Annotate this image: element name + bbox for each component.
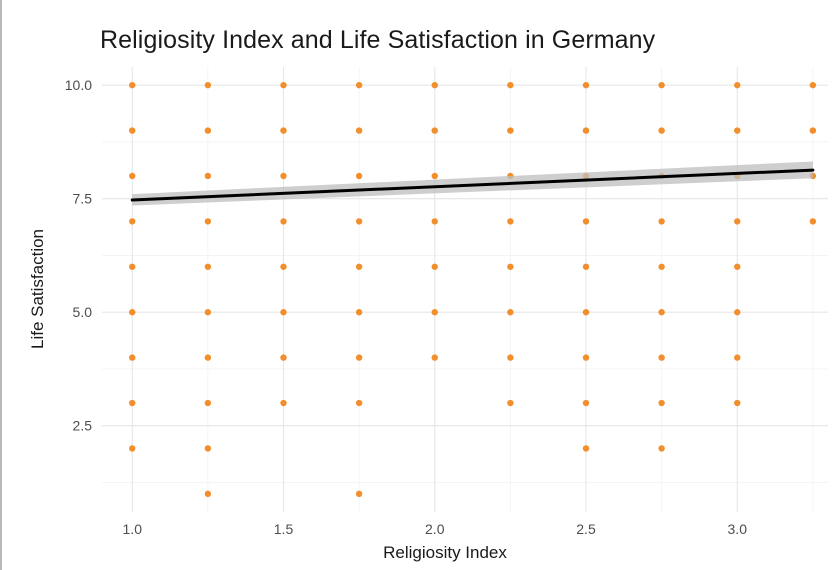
data-point [582,263,590,270]
data-point [809,127,817,134]
data-point [129,218,136,225]
data-point [204,309,212,316]
data-point [204,445,212,452]
data-point [355,354,363,361]
gridlines [102,67,828,512]
data-point [280,81,287,89]
data-point [204,263,212,270]
x-tick-label: 2.0 [425,521,445,537]
data-point [355,490,363,498]
data-point [507,309,514,316]
data-point [431,354,438,361]
data-point [734,263,741,270]
data-point [129,445,136,452]
data-point [658,81,665,89]
data-point [734,127,741,134]
data-point [204,218,212,225]
chart-title: Religiosity Index and Life Satisfaction … [100,26,656,54]
data-point [280,399,287,407]
data-point [734,218,741,225]
data-point [204,81,212,89]
data-point [355,81,363,89]
tick-labels: 1.0 1.5 2.0 2.5 3.0 2.5 5.0 7.5 10.0 [65,77,747,537]
data-point [658,445,665,452]
data-point [507,354,514,361]
data-point [582,445,590,452]
x-axis-label: Religiosity Index [383,543,507,562]
data-point [431,172,438,180]
data-point [204,354,212,361]
data-point [129,263,136,270]
data-point [658,354,665,361]
data-point [129,127,136,134]
data-point [507,399,514,407]
data-point [355,263,363,270]
data-point [809,81,817,89]
y-tick-label: 2.5 [73,418,93,434]
x-tick-label: 2.5 [576,521,596,537]
data-point [355,127,363,134]
data-point [582,309,590,316]
data-point [129,81,136,89]
data-point [431,127,438,134]
data-point [204,127,212,134]
data-point [734,309,741,316]
data-point [355,309,363,316]
data-point [355,399,363,407]
data-point [280,309,287,316]
data-point [431,218,438,225]
x-tick-label: 3.0 [728,521,748,537]
data-point [129,399,136,407]
data-point [734,81,741,89]
data-point [734,399,741,407]
data-point [809,218,817,225]
y-axis-label: Life Satisfaction [28,228,47,350]
data-point [280,127,287,134]
data-point [280,218,287,225]
data-point [658,127,665,134]
x-tick-label: 1.5 [274,521,294,537]
data-point [507,218,514,225]
data-point [582,81,590,89]
x-tick-label: 1.0 [123,521,143,537]
trend-line-group [130,161,815,206]
data-point [507,263,514,270]
data-point [658,309,665,316]
y-tick-label: 10.0 [65,77,92,93]
data-point [280,354,287,361]
data-point [129,172,136,180]
data-point [204,490,212,498]
data-point [582,127,590,134]
data-point [582,354,590,361]
left-border [0,0,2,570]
data-point [204,172,212,180]
data-point [431,81,438,89]
data-point [431,309,438,316]
confidence-band [132,161,813,206]
data-point [658,218,665,225]
data-point [658,263,665,270]
data-point [129,309,136,316]
data-point [507,127,514,134]
y-tick-label: 7.5 [73,191,93,207]
data-point [431,263,438,270]
data-point [582,218,590,225]
data-point [355,172,363,180]
data-point [658,399,665,407]
data-point [355,218,363,225]
y-tick-label: 5.0 [73,304,93,320]
data-point [280,263,287,270]
trend-line [130,168,815,202]
data-point [280,172,287,180]
data-point [734,354,741,361]
data-point [507,81,514,89]
data-point [582,399,590,407]
data-point [129,354,136,361]
data-point [204,399,212,407]
data-points [129,81,817,498]
